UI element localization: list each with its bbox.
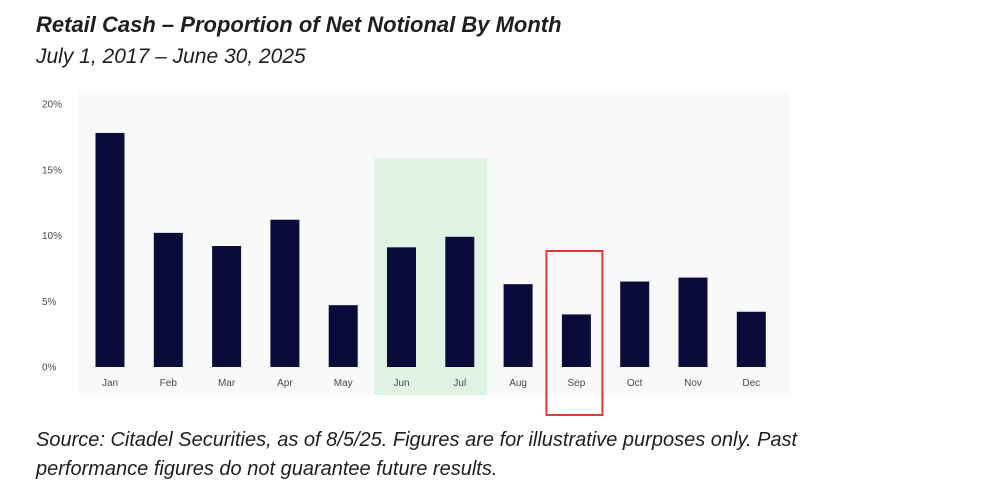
x-tick-label: Apr: [277, 378, 293, 389]
bar: [620, 281, 650, 367]
chart-subtitle: July 1, 2017 – June 30, 2025: [36, 45, 306, 68]
bar: [153, 232, 183, 367]
x-tick-label: Dec: [742, 378, 760, 389]
bar: [678, 277, 708, 367]
y-tick-label: 15%: [42, 165, 62, 176]
y-tick-label: 5%: [42, 297, 57, 308]
x-tick-label: Jul: [453, 378, 466, 389]
bar: [503, 284, 533, 367]
x-tick-label: May: [334, 378, 353, 389]
y-tick-label: 20%: [42, 100, 62, 111]
footnote-line-2: performance figures do not guarantee fut…: [36, 458, 498, 480]
x-tick-label: Oct: [627, 378, 643, 389]
x-tick-label: Jan: [102, 378, 118, 389]
bar: [270, 219, 300, 367]
bar: [328, 305, 358, 367]
y-tick-label: 10%: [42, 231, 62, 242]
bar: [561, 314, 591, 367]
source-footnote: Source: Citadel Securities, as of 8/5/25…: [36, 426, 956, 484]
footnote-line-1: Source: Citadel Securities, as of 8/5/25…: [36, 429, 798, 451]
chart-title: Retail Cash – Proportion of Net Notional…: [36, 12, 562, 37]
bar: [95, 132, 125, 367]
x-tick-label: Mar: [218, 378, 236, 389]
x-tick-label: Sep: [568, 378, 586, 389]
y-tick-label: 0%: [42, 363, 57, 374]
x-tick-label: Feb: [160, 378, 178, 389]
bar: [445, 236, 475, 367]
bar: [736, 311, 766, 367]
highlight-box: [545, 250, 604, 416]
bar: [212, 246, 242, 367]
x-tick-label: Nov: [684, 378, 702, 389]
x-tick-label: Aug: [509, 378, 527, 389]
x-tick-label: Jun: [393, 378, 409, 389]
bar: [387, 247, 416, 367]
